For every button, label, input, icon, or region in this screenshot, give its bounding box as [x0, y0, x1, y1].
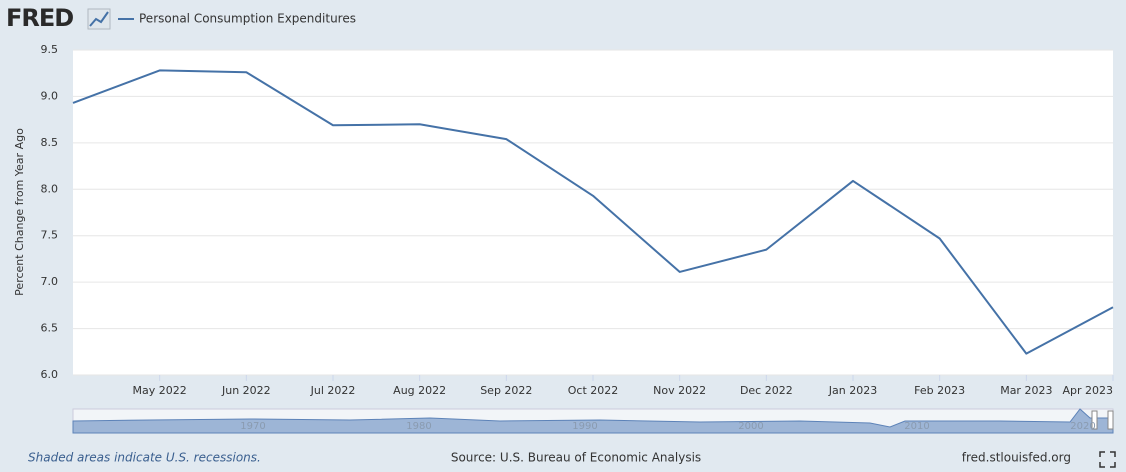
legend-label: Personal Consumption Expenditures [139, 12, 356, 26]
source-note: Source: U.S. Bureau of Economic Analysis [451, 451, 701, 465]
y-tick-label: 9.5 [41, 43, 59, 56]
navigator-series [72, 408, 1114, 434]
y-tick-label: 7.0 [41, 275, 59, 288]
navigator-handle [1107, 410, 1114, 430]
x-tick-label: Jun 2022 [221, 384, 271, 397]
fullscreen-icon[interactable] [1099, 451, 1116, 468]
x-tick-label: Jan 2023 [828, 384, 877, 397]
navigator-label: 1990 [572, 421, 597, 432]
navigator-label: 1970 [240, 421, 265, 432]
navigator-label: 2020 [1070, 421, 1095, 432]
y-tick-label: 8.0 [41, 182, 59, 195]
x-tick-label: Feb 2023 [914, 384, 965, 397]
navigator-label: 1980 [406, 421, 431, 432]
y-tick-label: 9.0 [41, 89, 59, 102]
site-link[interactable]: fred.stlouisfed.org [962, 451, 1071, 465]
x-tick-label: Jul 2022 [310, 384, 356, 397]
y-tick-label: 6.0 [41, 368, 59, 381]
logo: FRED [6, 4, 73, 32]
x-tick-label: Dec 2022 [740, 384, 793, 397]
data-line [72, 69, 1114, 355]
x-tick-label: May 2022 [133, 384, 187, 397]
navigator-handle [1091, 410, 1098, 430]
x-tick-label: Nov 2022 [653, 384, 706, 397]
x-tick-label: Oct 2022 [568, 384, 619, 397]
x-tick-label: Aug 2022 [393, 384, 446, 397]
y-axis-label: Percent Change from Year Ago [13, 128, 26, 296]
navigator-label: 2010 [904, 421, 929, 432]
plot-area [73, 50, 1113, 375]
recession-note: Shaded areas indicate U.S. recessions. [28, 451, 261, 465]
x-tick-label: Sep 2022 [480, 384, 532, 397]
logo-icon [87, 8, 111, 30]
navigator-label: 2000 [738, 421, 763, 432]
y-tick-label: 8.5 [41, 136, 59, 149]
y-tick-label: 7.5 [41, 229, 59, 242]
navigator: 1970 1980 1990 2000 2010 2020 [72, 408, 1114, 434]
x-tick-label: Mar 2023 [1000, 384, 1052, 397]
x-tick-label: Apr 2023 [1062, 384, 1113, 397]
y-tick-label: 6.5 [41, 322, 59, 335]
